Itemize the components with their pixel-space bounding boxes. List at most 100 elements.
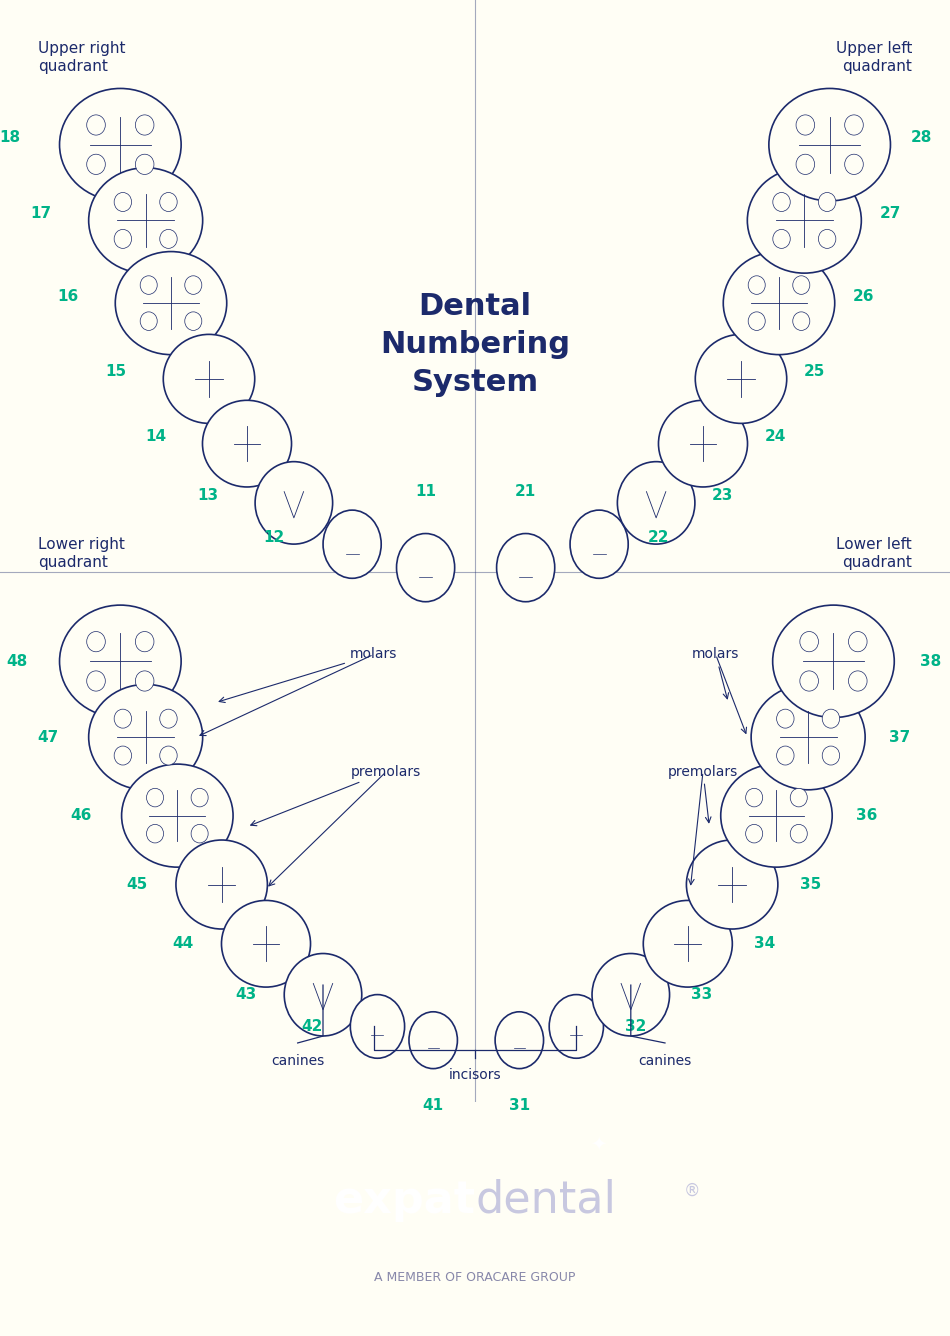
Circle shape <box>160 709 178 728</box>
Ellipse shape <box>256 462 332 544</box>
Text: 26: 26 <box>852 289 874 303</box>
Ellipse shape <box>570 510 628 578</box>
Text: 41: 41 <box>423 1098 444 1113</box>
Circle shape <box>86 632 105 652</box>
Text: molars: molars <box>692 648 739 699</box>
Text: dental: dental <box>475 1178 616 1222</box>
Text: ®: ® <box>684 1182 700 1200</box>
Circle shape <box>160 192 178 211</box>
Text: 32: 32 <box>625 1019 647 1034</box>
Circle shape <box>135 632 154 652</box>
Ellipse shape <box>323 510 381 578</box>
Text: 45: 45 <box>126 876 147 892</box>
Text: incisors: incisors <box>448 1067 502 1082</box>
Circle shape <box>160 745 178 766</box>
Text: 47: 47 <box>37 729 58 744</box>
Circle shape <box>776 709 794 728</box>
Ellipse shape <box>176 840 267 929</box>
Text: 15: 15 <box>105 365 127 379</box>
Text: canines: canines <box>638 1054 692 1067</box>
Text: Upper right
quadrant: Upper right quadrant <box>38 41 125 73</box>
Circle shape <box>796 154 815 175</box>
Circle shape <box>818 192 836 211</box>
Text: premolars: premolars <box>668 764 738 823</box>
Text: 12: 12 <box>263 530 284 545</box>
Ellipse shape <box>60 605 181 717</box>
Text: canines: canines <box>271 1054 324 1067</box>
Circle shape <box>848 632 867 652</box>
Ellipse shape <box>88 168 202 273</box>
Circle shape <box>746 824 763 843</box>
Ellipse shape <box>115 251 227 354</box>
Text: 24: 24 <box>764 429 786 445</box>
Circle shape <box>772 192 790 211</box>
Circle shape <box>792 311 809 330</box>
Text: 31: 31 <box>509 1098 530 1113</box>
Ellipse shape <box>769 88 890 200</box>
Ellipse shape <box>284 954 362 1035</box>
Text: 33: 33 <box>691 987 712 1002</box>
Text: 11: 11 <box>415 485 436 500</box>
Circle shape <box>184 311 201 330</box>
Ellipse shape <box>60 88 181 200</box>
Text: 43: 43 <box>235 987 256 1002</box>
Text: 23: 23 <box>712 489 733 504</box>
Circle shape <box>749 311 766 330</box>
Ellipse shape <box>772 605 894 717</box>
Circle shape <box>141 311 158 330</box>
Circle shape <box>746 788 763 807</box>
Text: 14: 14 <box>145 429 166 445</box>
Ellipse shape <box>687 840 778 929</box>
Circle shape <box>86 154 105 175</box>
Circle shape <box>184 275 201 294</box>
Circle shape <box>822 709 840 728</box>
Ellipse shape <box>721 764 832 867</box>
Circle shape <box>790 788 808 807</box>
Circle shape <box>114 192 132 211</box>
Text: Lower right
quadrant: Lower right quadrant <box>38 537 124 569</box>
Text: 44: 44 <box>172 937 194 951</box>
Ellipse shape <box>643 900 732 987</box>
Text: A MEMBER OF ORACARE GROUP: A MEMBER OF ORACARE GROUP <box>374 1271 576 1284</box>
Text: Upper left
quadrant: Upper left quadrant <box>836 41 912 73</box>
Ellipse shape <box>88 684 202 790</box>
Ellipse shape <box>408 1011 458 1069</box>
Circle shape <box>146 788 163 807</box>
Circle shape <box>114 709 132 728</box>
Circle shape <box>845 115 864 135</box>
Circle shape <box>776 745 794 766</box>
Text: molars: molars <box>219 648 397 703</box>
Text: Dental
Numbering
System: Dental Numbering System <box>380 291 570 397</box>
Circle shape <box>749 275 766 294</box>
Ellipse shape <box>748 168 862 273</box>
Circle shape <box>790 824 808 843</box>
Ellipse shape <box>723 251 835 354</box>
Circle shape <box>86 115 105 135</box>
Circle shape <box>146 824 163 843</box>
Ellipse shape <box>592 954 670 1035</box>
Text: 27: 27 <box>880 206 902 220</box>
Text: 34: 34 <box>753 937 775 951</box>
Circle shape <box>135 671 154 691</box>
Circle shape <box>822 745 840 766</box>
Circle shape <box>135 115 154 135</box>
Ellipse shape <box>495 1011 543 1069</box>
Text: Lower left
quadrant: Lower left quadrant <box>836 537 912 569</box>
Text: 21: 21 <box>515 485 537 500</box>
Text: 46: 46 <box>70 808 92 823</box>
Ellipse shape <box>618 462 694 544</box>
Circle shape <box>191 824 208 843</box>
Circle shape <box>135 154 154 175</box>
Circle shape <box>848 671 867 691</box>
Circle shape <box>114 745 132 766</box>
Ellipse shape <box>221 900 311 987</box>
Text: 22: 22 <box>648 530 670 545</box>
Circle shape <box>800 671 819 691</box>
Text: 25: 25 <box>804 365 826 379</box>
Circle shape <box>772 230 790 248</box>
Text: 37: 37 <box>889 729 911 744</box>
Circle shape <box>191 788 208 807</box>
Text: 13: 13 <box>198 489 218 504</box>
Circle shape <box>796 115 815 135</box>
Text: 42: 42 <box>301 1019 322 1034</box>
